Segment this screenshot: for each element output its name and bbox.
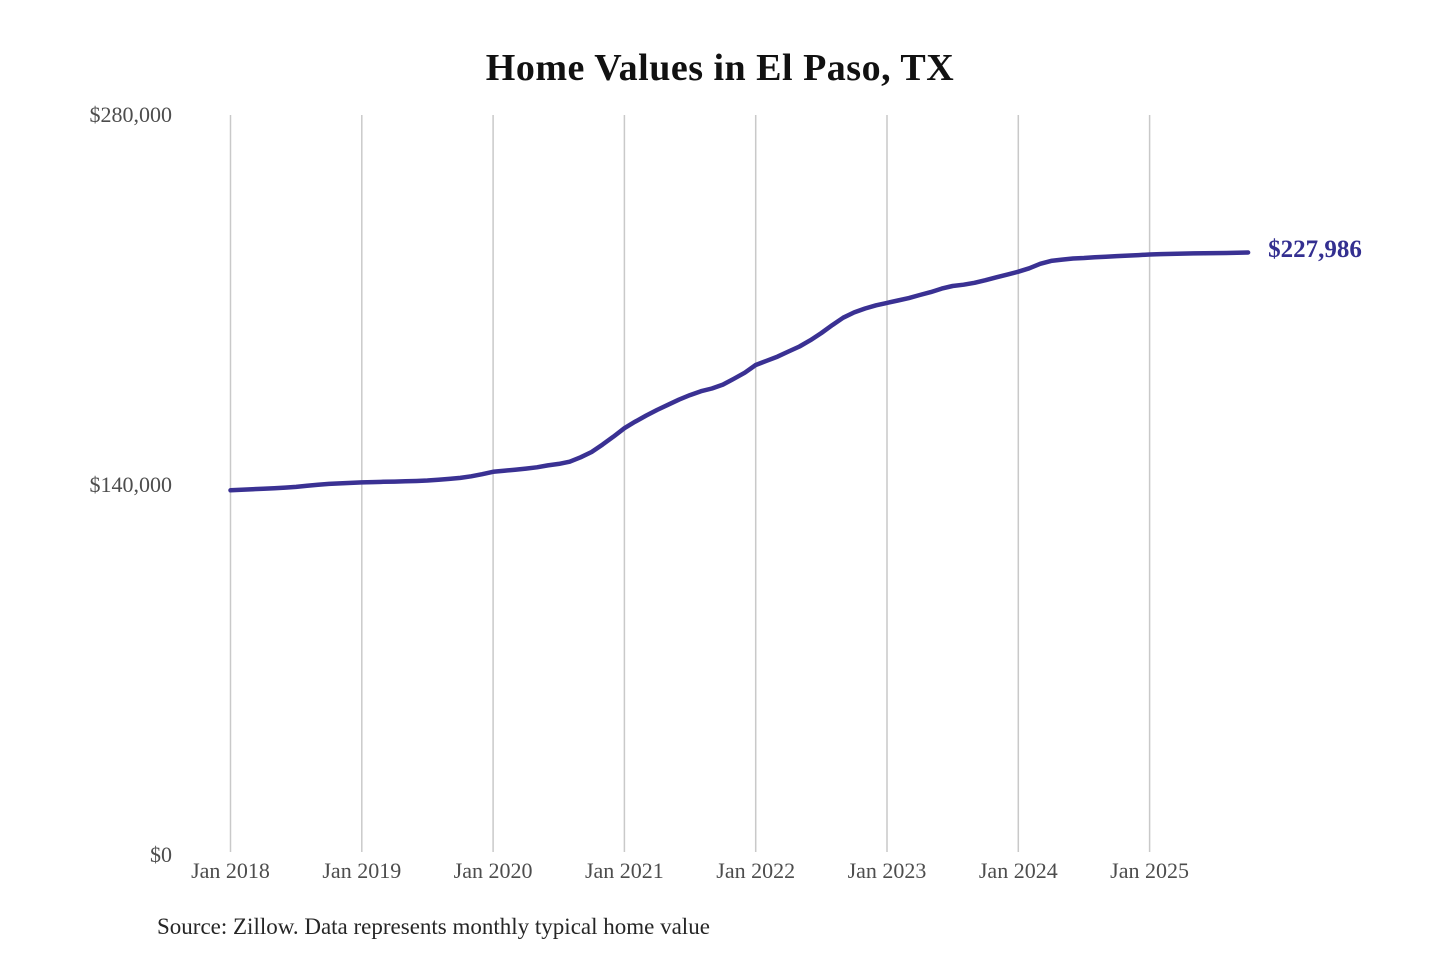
x-axis-tick-label: Jan 2019: [322, 858, 402, 883]
chart-title: Home Values in El Paso, TX: [485, 47, 955, 89]
x-axis-tick-label: Jan 2025: [1110, 858, 1189, 883]
x-axis-tick-label: Jan 2018: [191, 858, 270, 883]
x-axis-tick-label: Jan 2020: [453, 858, 533, 883]
home-value-line: [228, 250, 1251, 493]
y-axis-tick-label: $140,000: [89, 472, 173, 497]
x-axis-tick-label: Jan 2022: [716, 858, 796, 883]
x-axis-tick-label: Jan 2023: [847, 858, 927, 883]
x-axis-tick-label: Jan 2021: [584, 858, 664, 883]
end-value-label: $227,986: [1268, 236, 1362, 264]
y-axis-tick-label: $0: [150, 842, 172, 867]
x-axis-tick-label: Jan 2024: [978, 858, 1058, 883]
y-axis-tick-label: $280,000: [89, 102, 173, 127]
source-note: Source: Zillow. Data represents monthly …: [157, 914, 710, 939]
